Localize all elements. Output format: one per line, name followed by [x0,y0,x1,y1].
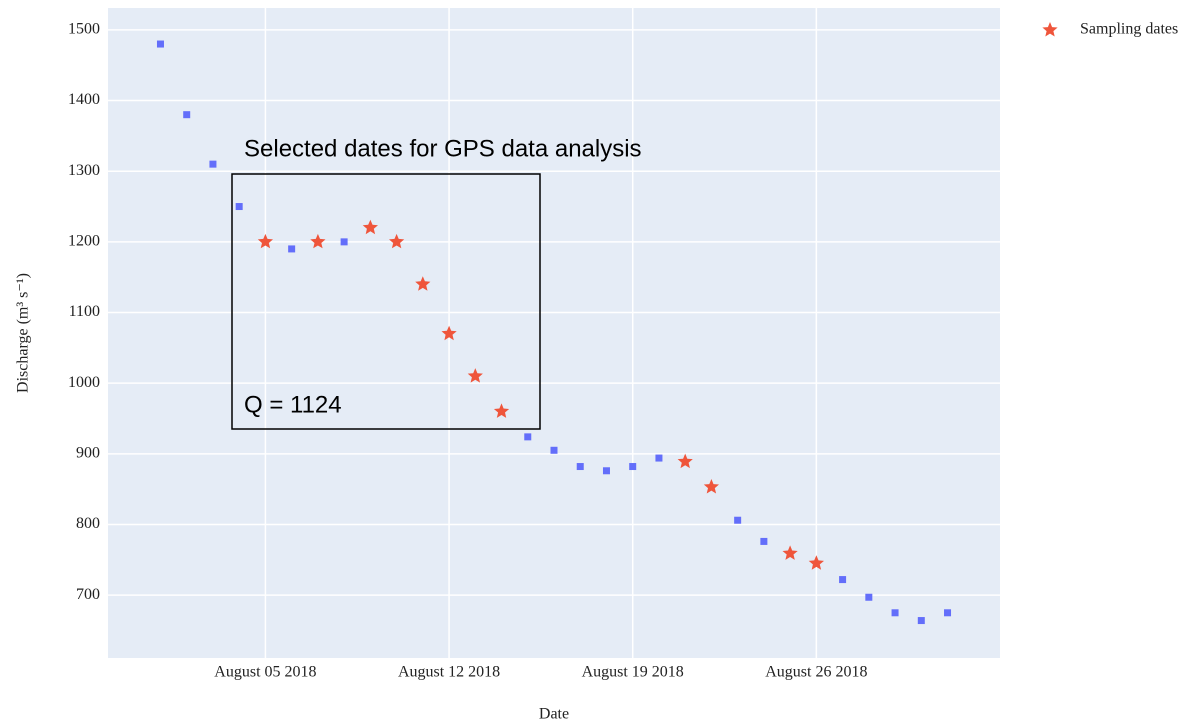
y-tick-label: 1000 [68,374,100,391]
y-tick-label: 800 [76,515,100,532]
selection-box [231,173,541,430]
point [734,516,742,524]
annotation: Selected dates for GPS data analysis [244,135,642,162]
legend-label: Sampling dates [1080,21,1178,38]
point [257,233,273,249]
point [235,203,243,211]
x-tick-label: August 12 2018 [398,664,500,681]
point [760,537,768,545]
y-tick-label: 1500 [68,21,100,38]
y-tick-label: 1100 [69,303,100,320]
point [602,467,610,475]
x-tick-label: August 26 2018 [765,664,867,681]
y-axis-title: Discharge (m³ s⁻¹) [15,273,32,393]
point [839,576,847,584]
point [156,40,164,48]
point [415,276,431,291]
y-tick-label: 1400 [68,91,100,108]
plot-area [108,8,1000,658]
y-tick-label: 1300 [68,162,100,179]
x-tick-label: August 05 2018 [214,664,316,681]
point [340,238,348,246]
point [944,609,952,617]
point [576,463,584,471]
point [629,463,637,471]
point [703,479,719,494]
point [310,233,326,249]
point [362,219,378,235]
legend-marker [1042,22,1058,37]
point [808,555,824,570]
point [389,233,405,249]
annotation: Q = 1124 [244,391,342,418]
point [493,403,510,418]
x-axis-title: Date [539,706,569,723]
point [524,433,532,441]
x-tick-label: August 19 2018 [582,664,684,681]
y-tick-label: 700 [76,586,100,603]
point [550,446,558,454]
point [441,325,457,341]
y-tick-label: 900 [76,444,100,461]
point [782,545,798,560]
point [891,609,899,617]
y-tick-label: 1200 [68,233,100,250]
point [917,617,925,625]
point [288,245,296,253]
point [467,368,483,383]
point [209,160,217,168]
point [865,593,873,601]
point [655,454,663,462]
point [183,111,191,119]
point [677,453,693,469]
